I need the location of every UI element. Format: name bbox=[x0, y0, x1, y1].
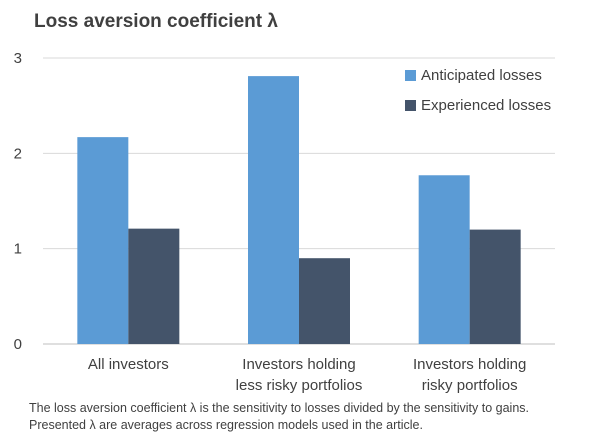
y-axis-tick-labels: 0 1 2 3 bbox=[14, 50, 22, 353]
bar-experienced-losses-2 bbox=[469, 229, 521, 344]
x-axis-category-labels: All investors Investors holding less risky… bbox=[88, 356, 526, 394]
chart-title: Loss aversion coefficient λ bbox=[34, 11, 278, 32]
bars bbox=[77, 76, 521, 344]
footnote: The loss aversion coefficient λ is the s… bbox=[29, 400, 589, 434]
bar-experienced-losses-1 bbox=[299, 258, 350, 344]
legend-label: Anticipated losses bbox=[421, 67, 542, 84]
x-category-label: risky portfolios bbox=[422, 377, 518, 394]
y-tick-label: 3 bbox=[14, 50, 22, 67]
bar-experienced-losses-0 bbox=[128, 228, 180, 344]
x-category-label: All investors bbox=[88, 356, 169, 373]
legend-swatch bbox=[405, 100, 416, 111]
bar-anticipated-losses-1 bbox=[248, 76, 299, 344]
legend-label: Experienced losses bbox=[421, 97, 551, 114]
legend-swatch bbox=[405, 70, 416, 81]
footnote-line-1: The loss aversion coefficient λ is the s… bbox=[29, 401, 530, 415]
footnote-line-2: Presented λ are averages across regressi… bbox=[29, 418, 423, 432]
y-tick-label: 1 bbox=[14, 241, 22, 258]
bar-anticipated-losses-0 bbox=[77, 137, 129, 344]
bar-chart: 0 1 2 3 All investors Investors holding less … bbox=[14, 50, 555, 394]
x-category-label: Investors holding bbox=[413, 356, 526, 373]
legend: Anticipated losses Experienced losses bbox=[405, 67, 551, 114]
y-tick-label: 2 bbox=[14, 145, 22, 162]
bar-anticipated-losses-2 bbox=[418, 175, 470, 344]
y-tick-label: 0 bbox=[14, 336, 22, 353]
x-category-label: Investors holding bbox=[242, 356, 355, 373]
x-category-label: less risky portfolios bbox=[236, 377, 363, 394]
